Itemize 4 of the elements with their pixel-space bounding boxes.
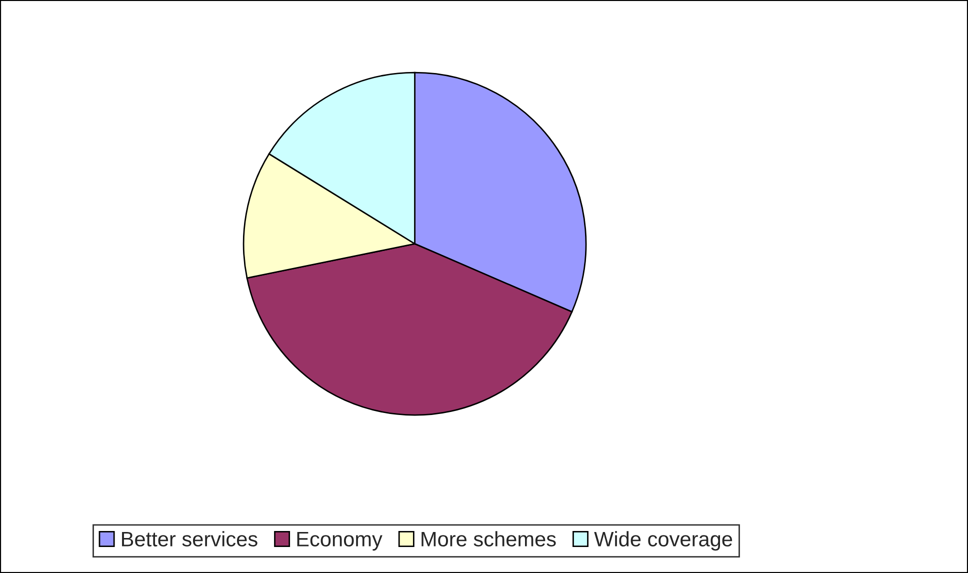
- legend-label: More schemes: [422, 531, 556, 546]
- legend-label: Better services: [122, 531, 258, 546]
- legend-label: Economy: [297, 532, 382, 551]
- legend-label: Wide coverage: [594, 531, 732, 551]
